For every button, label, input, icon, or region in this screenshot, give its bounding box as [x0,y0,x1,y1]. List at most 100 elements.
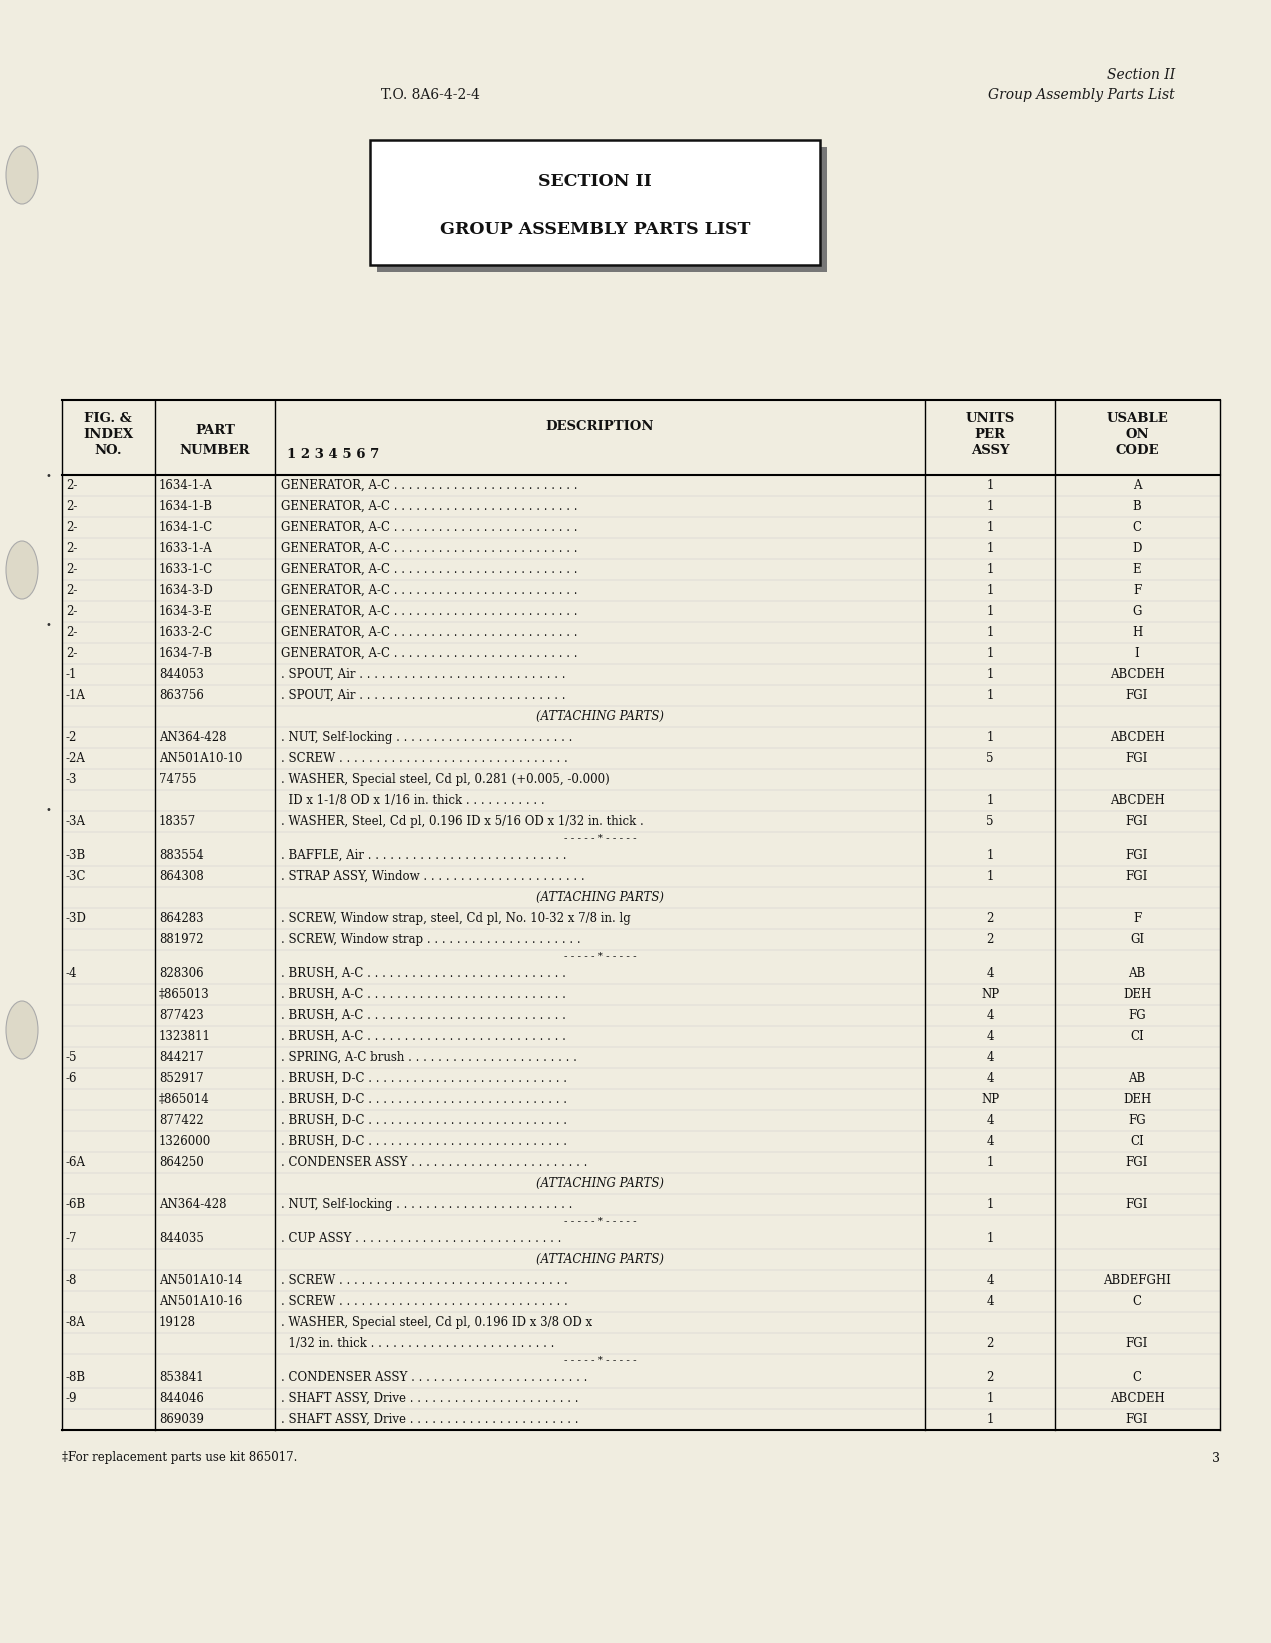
Text: . SPOUT, Air . . . . . . . . . . . . . . . . . . . . . . . . . . . .: . SPOUT, Air . . . . . . . . . . . . . .… [281,669,566,680]
Text: NO.: NO. [94,444,122,457]
Text: GENERATOR, A-C . . . . . . . . . . . . . . . . . . . . . . . . .: GENERATOR, A-C . . . . . . . . . . . . .… [281,605,577,618]
Text: 2: 2 [986,1370,994,1383]
Text: 1: 1 [986,647,994,660]
Text: 864283: 864283 [159,912,203,925]
Text: 2: 2 [986,1337,994,1351]
Text: 844035: 844035 [159,1232,203,1245]
Text: 1326000: 1326000 [159,1135,211,1148]
Text: 1633-1-C: 1633-1-C [159,564,214,577]
Text: 864250: 864250 [159,1157,203,1170]
Text: . SPRING, A-C brush . . . . . . . . . . . . . . . . . . . . . . .: . SPRING, A-C brush . . . . . . . . . . … [281,1052,577,1065]
Text: . WASHER, Special steel, Cd pl, 0.196 ID x 3/8 OD x: . WASHER, Special steel, Cd pl, 0.196 ID… [281,1316,592,1329]
Text: 4: 4 [986,1009,994,1022]
Text: -6A: -6A [66,1157,86,1170]
Text: DEH: DEH [1122,987,1152,1001]
Text: 1634-3-D: 1634-3-D [159,583,214,596]
Text: GI: GI [1130,933,1144,946]
Text: -6B: -6B [66,1198,86,1211]
Text: FG: FG [1129,1009,1146,1022]
Text: -3: -3 [66,772,78,785]
Text: ‡865013: ‡865013 [159,987,210,1001]
Text: 4: 4 [986,968,994,979]
Text: 1: 1 [986,605,994,618]
Text: -2: -2 [66,731,78,744]
Text: 1 2 3 4 5 6 7: 1 2 3 4 5 6 7 [287,449,379,462]
Text: ‡For replacement parts use kit 865017.: ‡For replacement parts use kit 865017. [62,1451,297,1464]
Text: F: F [1132,583,1141,596]
Text: . BRUSH, D-C . . . . . . . . . . . . . . . . . . . . . . . . . . .: . BRUSH, D-C . . . . . . . . . . . . . .… [281,1114,567,1127]
Text: - - - - - * - - - - -: - - - - - * - - - - - [563,1355,637,1365]
Text: 1: 1 [986,1157,994,1170]
Text: G: G [1132,605,1141,618]
Text: 2-: 2- [66,605,78,618]
Text: B: B [1132,499,1141,513]
Text: ABCDEH: ABCDEH [1110,731,1164,744]
Text: . STRAP ASSY, Window . . . . . . . . . . . . . . . . . . . . . .: . STRAP ASSY, Window . . . . . . . . . .… [281,871,585,882]
Text: GENERATOR, A-C . . . . . . . . . . . . . . . . . . . . . . . . .: GENERATOR, A-C . . . . . . . . . . . . .… [281,626,577,639]
Text: 1: 1 [986,688,994,702]
Text: CI: CI [1130,1135,1144,1148]
Text: 19128: 19128 [159,1316,196,1329]
FancyBboxPatch shape [370,140,820,265]
Text: 828306: 828306 [159,968,203,979]
Text: C: C [1132,521,1141,534]
Text: 1634-1-A: 1634-1-A [159,480,212,491]
Text: 853841: 853841 [159,1370,203,1383]
Text: 1: 1 [986,849,994,863]
Text: ABCDEH: ABCDEH [1110,1392,1164,1405]
Text: (ATTACHING PARTS): (ATTACHING PARTS) [536,891,663,904]
Text: (ATTACHING PARTS): (ATTACHING PARTS) [536,710,663,723]
Text: AN364-428: AN364-428 [159,731,226,744]
Text: 4: 4 [986,1114,994,1127]
Text: 1: 1 [986,583,994,596]
Text: FGI: FGI [1126,1198,1148,1211]
Text: - - - - - * - - - - -: - - - - - * - - - - - [563,1217,637,1226]
Text: 4: 4 [986,1295,994,1308]
Text: CI: CI [1130,1030,1144,1043]
Text: 3: 3 [1213,1451,1220,1464]
Ellipse shape [6,146,38,204]
Text: ABCDEH: ABCDEH [1110,669,1164,680]
Text: AB: AB [1129,968,1145,979]
Text: H: H [1132,626,1143,639]
Text: 877423: 877423 [159,1009,203,1022]
Text: PART: PART [194,424,235,437]
Text: ABCDEH: ABCDEH [1110,794,1164,807]
Text: . BRUSH, A-C . . . . . . . . . . . . . . . . . . . . . . . . . . .: . BRUSH, A-C . . . . . . . . . . . . . .… [281,987,566,1001]
Text: . BRUSH, D-C . . . . . . . . . . . . . . . . . . . . . . . . . . .: . BRUSH, D-C . . . . . . . . . . . . . .… [281,1135,567,1148]
Text: 4: 4 [986,1273,994,1286]
Text: FGI: FGI [1126,1157,1148,1170]
Text: FGI: FGI [1126,1337,1148,1351]
Text: 1634-1-C: 1634-1-C [159,521,214,534]
Text: 869039: 869039 [159,1413,203,1426]
Text: 4: 4 [986,1052,994,1065]
Text: ABDEFGHI: ABDEFGHI [1103,1273,1171,1286]
Text: 2-: 2- [66,583,78,596]
Text: 1: 1 [986,669,994,680]
Text: . SPOUT, Air . . . . . . . . . . . . . . . . . . . . . . . . . . . .: . SPOUT, Air . . . . . . . . . . . . . .… [281,688,566,702]
Text: 1: 1 [986,499,994,513]
Text: -3A: -3A [66,815,86,828]
Text: . BAFFLE, Air . . . . . . . . . . . . . . . . . . . . . . . . . . .: . BAFFLE, Air . . . . . . . . . . . . . … [281,849,567,863]
FancyBboxPatch shape [377,146,827,273]
Text: AN501A10-14: AN501A10-14 [159,1273,243,1286]
Text: NP: NP [981,1093,999,1106]
Text: -9: -9 [66,1392,78,1405]
Text: - - - - - * - - - - -: - - - - - * - - - - - [563,835,637,843]
Text: A: A [1132,480,1141,491]
Text: GENERATOR, A-C . . . . . . . . . . . . . . . . . . . . . . . . .: GENERATOR, A-C . . . . . . . . . . . . .… [281,647,577,660]
Text: -1: -1 [66,669,78,680]
Text: 883554: 883554 [159,849,203,863]
Text: AN501A10-10: AN501A10-10 [159,752,243,766]
Text: 2: 2 [986,933,994,946]
Text: 1633-1-A: 1633-1-A [159,542,212,555]
Text: 844046: 844046 [159,1392,203,1405]
Text: T.O. 8A6-4-2-4: T.O. 8A6-4-2-4 [380,89,479,102]
Text: CODE: CODE [1115,444,1159,457]
Text: -2A: -2A [66,752,86,766]
Text: 1: 1 [986,1232,994,1245]
Text: 1634-1-B: 1634-1-B [159,499,214,513]
Text: 2: 2 [986,912,994,925]
Text: F: F [1132,912,1141,925]
Text: . NUT, Self-locking . . . . . . . . . . . . . . . . . . . . . . . .: . NUT, Self-locking . . . . . . . . . . … [281,731,572,744]
